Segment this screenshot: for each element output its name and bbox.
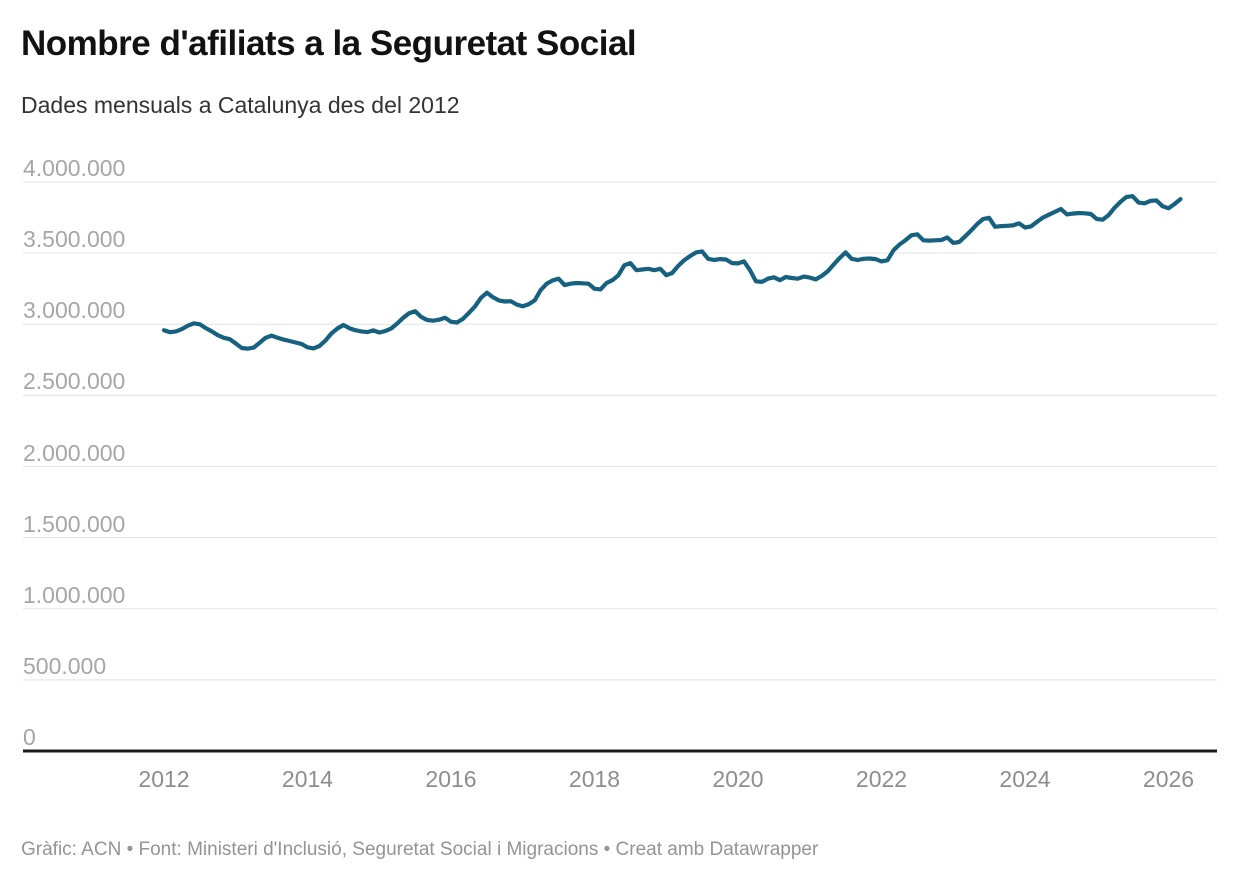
x-axis-label: 2012 [138,766,190,792]
y-axis-label: 4.000.000 [23,155,126,181]
x-axis-label: 2026 [1142,766,1195,792]
y-axis-label: 1.500.000 [23,510,126,537]
x-axis-label: 2022 [855,766,908,792]
x-axis-label: 2014 [281,766,334,792]
affiliation-line [161,194,1183,351]
chart-footer: Gràfic: ACN • Font: Ministeri d'Inclusió… [21,839,819,860]
x-axis-label: 2024 [999,766,1051,792]
y-axis-label: 500.000 [23,652,107,679]
chart-title: Nombre d'afiliats a la Seguretat Social [21,24,637,63]
y-axis-label: 1.000.000 [23,581,126,608]
x-axis-label: 2020 [712,766,764,792]
y-axis-label: 0 [23,724,36,750]
chart-subtitle: Dades mensuals a Catalunya des del 2012 [21,92,460,118]
x-axis-label: 2018 [568,766,621,792]
y-axis-label: 3.000.000 [23,297,126,324]
y-axis-label: 2.000.000 [23,439,126,466]
x-axis-label: 2016 [425,766,477,792]
y-axis-label: 3.500.000 [23,226,126,253]
y-axis-label: 2.500.000 [23,368,126,395]
